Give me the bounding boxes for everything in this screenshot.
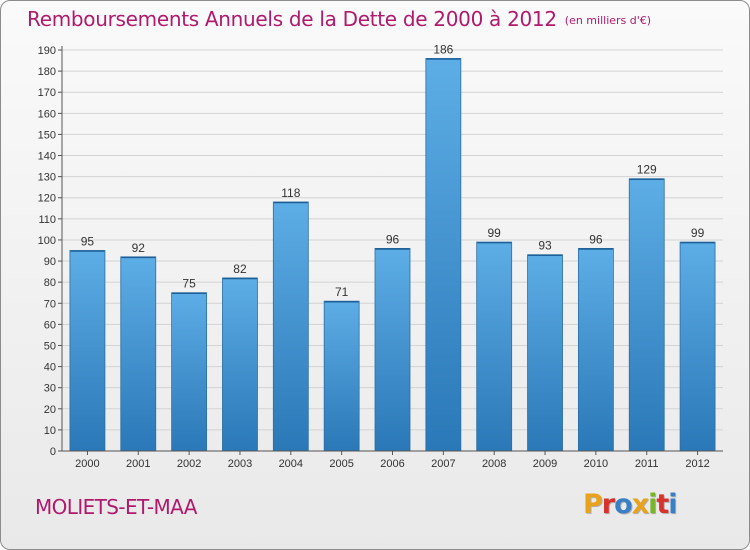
y-tick-label: 110 — [38, 214, 56, 226]
bar-2011 — [628, 178, 665, 452]
y-tick-label: 10 — [44, 425, 56, 437]
bar-2000 — [69, 250, 106, 452]
y-tick-label: 130 — [38, 172, 56, 184]
bar-2005 — [323, 300, 360, 452]
logo-letter: r — [601, 489, 615, 520]
bar-2006 — [374, 247, 411, 452]
y-tick-label: 30 — [44, 383, 56, 395]
bar-2008 — [476, 241, 513, 452]
data-label-2010: 96 — [589, 232, 603, 246]
y-tick-label: 120 — [38, 193, 56, 205]
y-tick-label: 90 — [44, 256, 56, 268]
x-tick-label-2005: 2005 — [329, 458, 353, 470]
bar-2002 — [171, 292, 208, 452]
chart-title: Remboursements Annuels de la Dette de 20… — [27, 7, 651, 31]
x-tick-label-2007: 2007 — [431, 458, 455, 470]
bar-2009 — [527, 254, 563, 452]
y-tick-label: 100 — [38, 235, 56, 247]
data-label-2009: 93 — [538, 239, 552, 253]
logo-letter: P — [583, 489, 603, 520]
y-tick-label: 0 — [50, 446, 56, 458]
x-tick-label-2006: 2006 — [380, 458, 404, 470]
x-tick-label-2003: 2003 — [228, 458, 252, 470]
bar-2001 — [120, 256, 157, 452]
logo-letter: t — [656, 489, 669, 520]
bar-2012 — [679, 241, 716, 452]
x-tick-label-2001: 2001 — [126, 458, 150, 470]
data-label-2002: 75 — [182, 277, 196, 291]
data-label-2000: 95 — [81, 235, 95, 249]
data-label-2005: 71 — [335, 285, 349, 299]
x-tick-label-2004: 2004 — [279, 458, 303, 470]
bar-2004 — [272, 201, 309, 452]
proxiti-logo: Proxiti — [583, 489, 678, 520]
bar-2010 — [577, 247, 614, 452]
y-tick-label: 170 — [38, 87, 56, 99]
data-label-2011: 129 — [637, 163, 657, 177]
data-label-2001: 92 — [132, 241, 146, 255]
data-label-2012: 99 — [691, 226, 705, 240]
data-label-2006: 96 — [386, 232, 400, 246]
y-tick-label: 140 — [38, 151, 56, 163]
x-tick-label-2002: 2002 — [177, 458, 201, 470]
data-label-2007: 186 — [433, 42, 453, 56]
chart-title-text: Remboursements Annuels de la Dette de 20… — [27, 7, 557, 31]
y-tick-label: 60 — [44, 319, 56, 331]
y-tick-label: 180 — [38, 66, 56, 78]
y-tick-label: 20 — [44, 404, 56, 416]
y-tick-label: 160 — [38, 108, 56, 120]
data-label-2008: 99 — [488, 226, 502, 240]
logo-letter: o — [614, 489, 633, 520]
x-tick-label-2009: 2009 — [533, 458, 557, 470]
data-label-2004: 118 — [281, 186, 300, 200]
unit-note: (en milliers d'€) — [564, 14, 652, 27]
logo-letter: x — [631, 489, 649, 520]
y-tick-label: 190 — [38, 45, 56, 57]
y-tick-label: 70 — [44, 298, 56, 310]
commune-name: MOLIETS-ET-MAA — [35, 495, 197, 519]
logo-letter: i — [648, 489, 657, 520]
y-tick-label: 80 — [44, 277, 56, 289]
bar-2007 — [425, 58, 462, 452]
x-tick-label-2010: 2010 — [584, 458, 608, 470]
y-tick-label: 50 — [44, 340, 56, 352]
y-tick-label: 150 — [38, 129, 56, 141]
x-tick-label-2000: 2000 — [75, 458, 99, 470]
y-tick-label: 40 — [44, 362, 56, 374]
logo-letter: i — [668, 489, 677, 520]
x-tick-label-2008: 2008 — [482, 458, 506, 470]
x-tick-label-2012: 2012 — [685, 458, 709, 470]
bar-2003 — [222, 277, 258, 452]
x-tick-label-2011: 2011 — [635, 458, 659, 470]
data-label-2003: 82 — [233, 262, 247, 276]
